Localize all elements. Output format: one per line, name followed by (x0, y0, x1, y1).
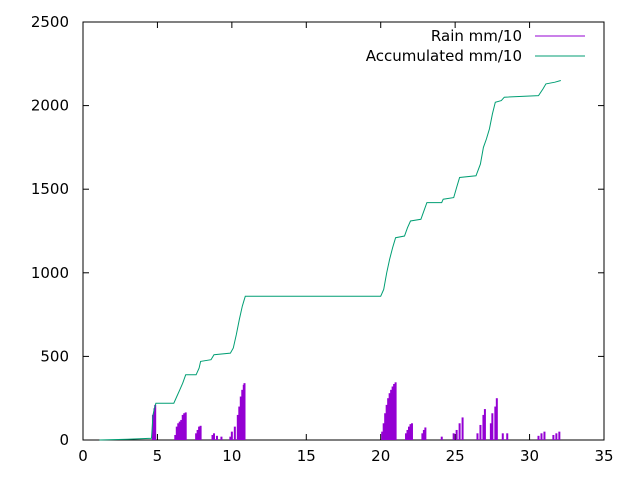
x-tick-label: 0 (78, 447, 88, 465)
plot-frame (82, 21, 605, 441)
x-axis: 0 5 10 15 20 25 30 35 (78, 22, 614, 465)
x-tick-label: 30 (520, 447, 539, 465)
y-tick-label: 1500 (31, 180, 69, 198)
y-axis: 0 500 1000 1500 2000 2500 (31, 13, 604, 449)
legend-label-accumulated: Accumulated mm/10 (366, 47, 522, 65)
rain-series (151, 382, 561, 440)
x-tick-label: 15 (297, 447, 316, 465)
x-tick-label: 5 (153, 447, 163, 465)
y-tick-label: 500 (40, 347, 69, 365)
y-tick-label: 2500 (31, 13, 69, 31)
y-tick-label: 0 (59, 431, 69, 449)
y-tick-label: 2000 (31, 97, 69, 115)
accumulated-series (99, 80, 561, 441)
x-tick-label: 10 (222, 447, 241, 465)
y-tick-label: 1000 (31, 264, 69, 282)
legend-label-rain: Rain mm/10 (431, 27, 522, 45)
plot-border (82, 21, 605, 441)
x-tick-label: 25 (446, 447, 465, 465)
accumulated-line (99, 80, 561, 441)
x-tick-label: 20 (371, 447, 390, 465)
legend: Rain mm/10 Accumulated mm/10 (366, 27, 585, 65)
x-tick-label: 35 (594, 447, 613, 465)
